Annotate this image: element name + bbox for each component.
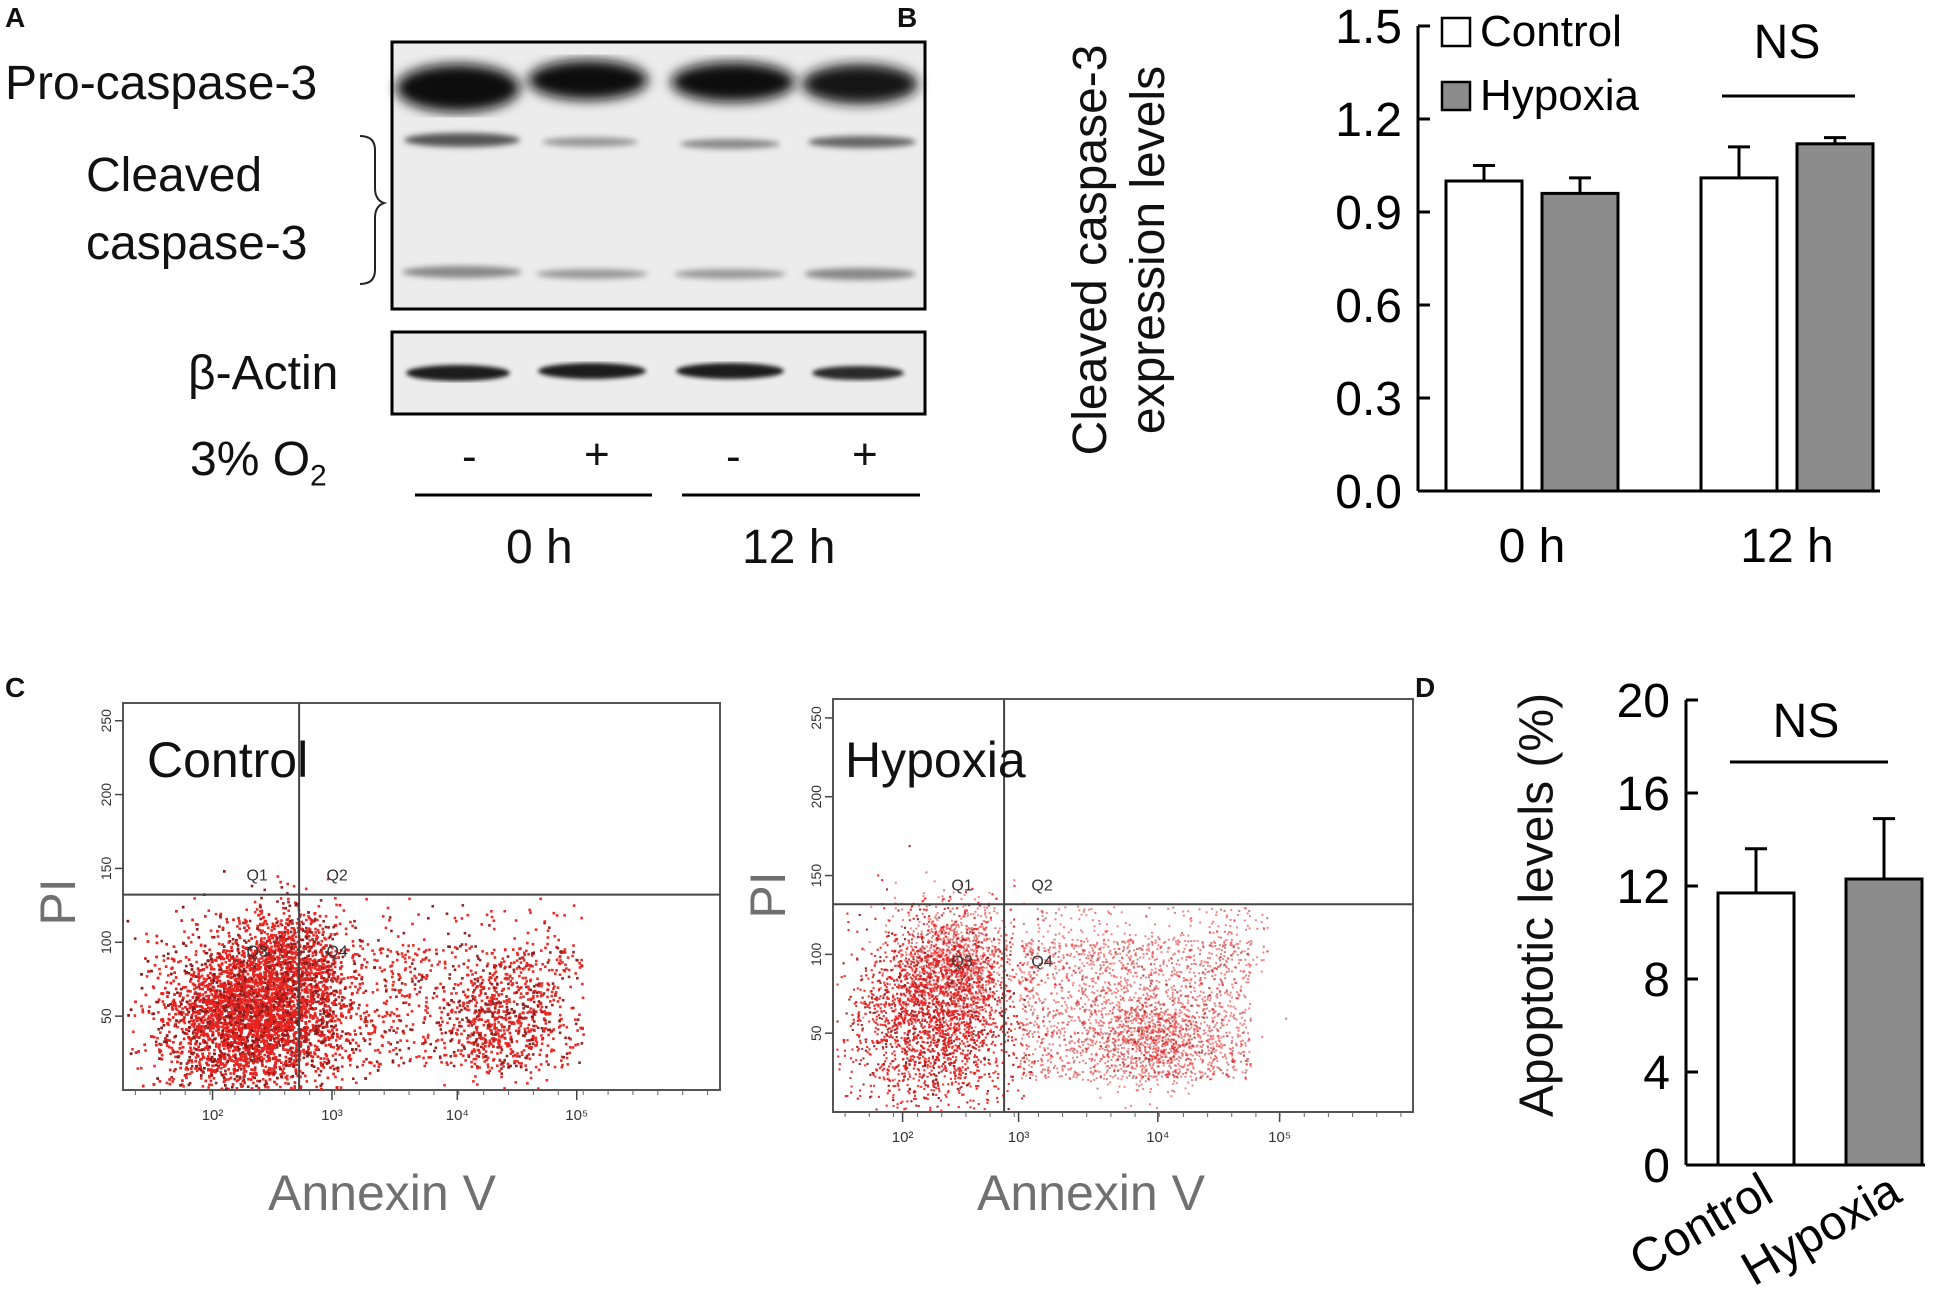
chart-b-legend-label: Hypoxia <box>1480 71 1639 120</box>
flow-control-ytick-label: 100 <box>98 930 114 954</box>
flow-hypoxia-ytick-label: 50 <box>808 1025 824 1041</box>
chart-b-ns-label: NS <box>1754 16 1821 69</box>
flow-control-xtick-label: 10² <box>202 1107 224 1124</box>
chart-b-ytick-label: 0.6 <box>1335 280 1402 333</box>
flow-control-quadrant-label: Q1 <box>246 868 267 885</box>
chart-b-legend-swatch <box>1440 16 1472 48</box>
lane-1-sign: - <box>462 432 477 481</box>
pro-caspase-bands <box>396 60 918 112</box>
flow-control-title: Control <box>147 732 309 788</box>
flow-hypoxia-xtick-label: 10⁴ <box>1146 1129 1169 1146</box>
flow-control-xtick-label: 10⁴ <box>446 1107 469 1124</box>
oxygen-label: 3% O2 <box>190 433 327 493</box>
chart-d-ytick-label: 16 <box>1617 768 1670 821</box>
chart-b-ytick-label: 0.9 <box>1335 187 1402 240</box>
chart-b-bar <box>1795 142 1875 493</box>
panel-label-c: C <box>5 672 26 703</box>
flow-hypoxia-quadrant-label: Q3 <box>951 953 972 970</box>
lane-2-sign: + <box>584 430 610 479</box>
chart-b-bar <box>1444 179 1524 493</box>
flow-hypoxia-xtick-label: 10² <box>892 1129 914 1146</box>
chart-d-ytick-label: 20 <box>1617 675 1670 728</box>
lane-4-sign: + <box>852 430 878 479</box>
flow-hypoxia-events <box>836 845 1288 1112</box>
chart-b-ytick-label: 1.5 <box>1335 1 1402 54</box>
panel-label-b: B <box>897 2 918 33</box>
flow-control-ytick-label: 150 <box>98 857 114 881</box>
flow-hypoxia-title: Hypoxia <box>845 732 1026 788</box>
chart-b-category-label: 0 h <box>1499 520 1566 573</box>
flow-hypoxia-xtick-label: 10⁵ <box>1268 1129 1291 1146</box>
pro-caspase-label: Pro-caspase-3 <box>5 57 318 110</box>
panel-label-d: D <box>1415 672 1436 703</box>
chart-b-ytick-label: 1.2 <box>1335 94 1402 147</box>
chart-b-ytick-label: 0.3 <box>1335 373 1402 426</box>
actin-bands <box>406 363 904 381</box>
chart-d-bar <box>1844 877 1924 1167</box>
flow-hypoxia-ytick-label: 150 <box>808 864 824 888</box>
flow-control-events <box>126 870 585 1091</box>
flow-control-quadrant-label: Q3 <box>246 944 267 961</box>
flow-hypoxia-quadrant-label: Q4 <box>1031 953 1052 970</box>
flow-control-quadrant-label: Q2 <box>326 868 347 885</box>
flow-hypoxia-xtick-label: 10³ <box>1008 1129 1030 1146</box>
chart-b-bar <box>1540 191 1620 493</box>
chart-d-ytick-label: 8 <box>1643 954 1670 1007</box>
lane-3-sign: - <box>726 432 741 481</box>
chart-b-legend-label: Control <box>1480 7 1622 56</box>
chart-d-ytick-label: 0 <box>1643 1140 1670 1193</box>
flow-hypoxia-ytick-label: 200 <box>808 785 824 809</box>
cleaved-bracket <box>359 135 388 285</box>
chart-b-category-label: 12 h <box>1740 520 1833 573</box>
chart-b-ytick-label: 0.0 <box>1335 466 1402 519</box>
cleaved-label-line2: caspase-3 <box>86 217 308 270</box>
chart-b-legend-swatch <box>1440 80 1472 112</box>
chart-d-bar <box>1716 891 1796 1167</box>
group-label-0h: 0 h <box>506 521 573 574</box>
flow-hypoxia-quadrant-label: Q1 <box>951 877 972 894</box>
flow-control-ytick-label: 200 <box>98 783 114 807</box>
group-label-12h: 12 h <box>742 521 836 574</box>
chart-d-ylabel: Apoptotic levels (%) <box>1510 692 1564 1118</box>
cleaved-caspase-bands <box>402 133 916 280</box>
flow-control-ytick-label: 250 <box>98 709 114 733</box>
chart-d-ns-label: NS <box>1773 695 1840 748</box>
actin-label: β-Actin <box>188 347 339 400</box>
chart-b-bar <box>1699 176 1779 493</box>
cleaved-label-line1: Cleaved <box>86 149 263 202</box>
flow-control-xtick-label: 10⁵ <box>565 1107 588 1124</box>
flow-hypoxia-xlabel: Annexin V <box>977 1165 1205 1221</box>
flow-control-quadrant-label: Q4 <box>326 944 347 961</box>
flow-hypoxia-quadrant-label: Q2 <box>1031 877 1052 894</box>
flow-control-xtick-label: 10³ <box>321 1107 343 1124</box>
flow-control-xlabel: Annexin V <box>268 1165 496 1221</box>
flow-control-ytick-label: 50 <box>98 1008 114 1024</box>
flow-hypoxia-ytick-label: 100 <box>808 942 824 966</box>
panel-label-a: A <box>5 2 26 33</box>
chart-d-ytick-label: 12 <box>1617 861 1670 914</box>
chart-d-ytick-label: 4 <box>1643 1047 1670 1100</box>
flow-hypoxia-ytick-label: 250 <box>808 706 824 730</box>
